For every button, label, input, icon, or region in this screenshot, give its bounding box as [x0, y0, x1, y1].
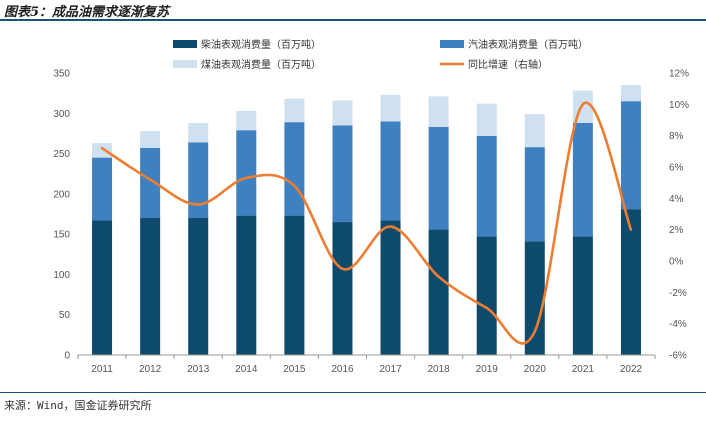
right-tick-label: 4%: [669, 194, 684, 205]
left-tick-label: 300: [53, 109, 70, 120]
legend-swatch-diesel: [173, 40, 197, 48]
right-tick-label: 12%: [669, 69, 689, 80]
x-tick-label: 2014: [235, 364, 258, 375]
bar-diesel-2015: [284, 215, 305, 355]
bar-gasoline-2012: [140, 147, 161, 219]
x-tick-label: 2020: [524, 364, 547, 375]
bar-kerosene-2022: [620, 85, 641, 102]
left-axis: 0 50 100 150 200 250 300 350: [53, 69, 70, 362]
right-tick-label: 10%: [669, 100, 689, 111]
x-axis: 2011 2012 2013 2014 2015 2016 2017 2018 2019 2020…: [77, 354, 656, 375]
left-tick-label: 100: [53, 270, 70, 281]
right-tick-label: -6%: [669, 351, 687, 362]
bar-kerosene-2018: [428, 96, 449, 127]
bar-diesel-2022: [620, 209, 641, 355]
bar-kerosene-2017: [380, 94, 401, 122]
right-tick-label: 8%: [669, 131, 684, 142]
x-tick-label: 2011: [91, 364, 113, 375]
x-tick-label: 2012: [139, 364, 162, 375]
bar-kerosene-2015: [284, 98, 305, 123]
bar-kerosene-2020: [524, 114, 545, 148]
bar-gasoline-2011: [92, 157, 113, 221]
x-tick-label: 2013: [187, 364, 210, 375]
bar-gasoline-2019: [476, 135, 497, 237]
x-tick-label: 2017: [379, 364, 402, 375]
bar-gasoline-2015: [284, 122, 305, 216]
right-tick-label: 2%: [669, 225, 684, 236]
legend-label-kerosene: 煤油表观消费量（百万吨）: [201, 58, 321, 71]
legend-swatch-gasoline: [440, 40, 464, 48]
bar-kerosene-2012: [140, 131, 161, 148]
left-tick-label: 150: [53, 230, 70, 241]
bar-gasoline-2022: [620, 101, 641, 210]
left-tick-label: 50: [59, 310, 71, 321]
right-tick-label: 6%: [669, 163, 684, 174]
chart-legend: 柴油表观消费量（百万吨） 汽油表观消费量（百万吨） 煤油表观消费量（百万吨） 同比增速…: [173, 38, 588, 71]
bar-kerosene-2011: [92, 143, 113, 158]
source-rule: [0, 392, 706, 393]
x-tick-label: 2018: [428, 364, 451, 375]
x-tick-label: 2019: [476, 364, 499, 375]
growth-line-series: [100, 101, 633, 345]
consumption-chart: 柴油表观消费量（百万吨） 汽油表观消费量（百万吨） 煤油表观消费量（百万吨） 同比增速…: [53, 38, 689, 375]
left-tick-label: 200: [53, 189, 70, 200]
bar-gasoline-2013: [188, 142, 209, 219]
legend-swatch-kerosene: [173, 60, 197, 68]
legend-label-diesel: 柴油表观消费量（百万吨）: [201, 38, 321, 51]
bar-diesel-2017: [380, 220, 401, 355]
bar-gasoline-2021: [572, 122, 593, 237]
legend-label-gasoline: 汽油表观消费量（百万吨）: [468, 38, 588, 51]
source-note: 来源：Wind，国金证券研究所: [4, 399, 152, 412]
right-tick-label: -2%: [669, 288, 687, 299]
title-rule: [0, 19, 706, 21]
bar-kerosene-2016: [332, 100, 353, 126]
x-tick-label: 2015: [283, 364, 306, 375]
legend-label-growth: 同比增速（右轴）: [468, 58, 548, 71]
bar-diesel-2020: [524, 241, 545, 355]
bar-gasoline-2014: [236, 130, 257, 216]
bar-kerosene-2019: [476, 103, 497, 136]
bar-diesel-2021: [572, 236, 593, 355]
left-tick-label: 0: [64, 351, 70, 362]
bar-diesel-2016: [332, 222, 353, 355]
bar-diesel-2019: [476, 236, 497, 355]
left-tick-label: 250: [53, 149, 70, 160]
x-tick-label: 2016: [331, 364, 354, 375]
left-tick-label: 350: [53, 69, 70, 80]
bar-series: [92, 85, 641, 355]
right-axis: -6% -4% -2% 0% 2% 4% 6% 8% 10% 12%: [669, 69, 689, 362]
bar-kerosene-2014: [236, 110, 257, 131]
bar-kerosene-2013: [188, 122, 209, 143]
bar-diesel-2014: [236, 215, 257, 355]
bar-gasoline-2017: [380, 121, 401, 221]
bar-diesel-2013: [188, 218, 209, 355]
bar-diesel-2011: [92, 220, 113, 355]
bar-gasoline-2018: [428, 126, 449, 230]
x-tick-label: 2022: [620, 364, 643, 375]
right-tick-label: -4%: [669, 319, 687, 330]
figure-title: 图表5：成品油需求逐渐复苏: [4, 5, 170, 20]
growth-line: [100, 101, 633, 345]
right-tick-label: 0%: [669, 257, 684, 268]
bar-gasoline-2020: [524, 147, 545, 242]
x-tick-label: 2021: [572, 364, 595, 375]
bar-diesel-2012: [140, 218, 161, 355]
bar-gasoline-2016: [332, 125, 353, 223]
bar-diesel-2018: [428, 229, 449, 355]
